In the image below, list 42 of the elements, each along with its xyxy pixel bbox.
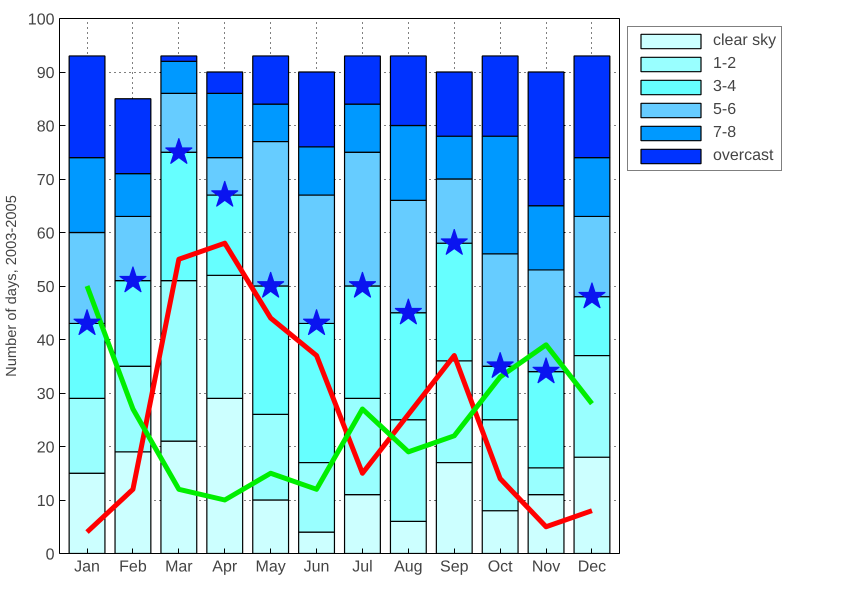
y-tick-label: 80 [36,118,55,136]
y-tick-label: 30 [36,386,55,403]
point [578,282,606,309]
point [119,266,147,292]
x-tick-label: Oct [488,558,514,576]
y-tick-label: 100 [28,12,55,28]
legend-label: 3-4 [713,78,736,96]
legend-label: 7-8 [713,124,736,142]
x-tick-label: Jun [304,558,330,576]
y-tick-label: 50 [36,279,55,296]
x-tick-label: Jul [352,558,373,576]
x-tick-label: Dec [578,558,606,576]
x-tick-label: Apr [212,558,238,576]
x-tick-label: May [256,558,286,576]
x-tick-label: Aug [394,558,423,576]
point [210,180,239,207]
y-tick-label: 10 [36,493,55,510]
point [532,357,560,384]
y-tick-label: 40 [36,332,55,350]
legend-label: 1-2 [713,55,736,73]
y-axis-title: Number of days, 2003-2005 [4,195,20,377]
legend-label: 5-6 [713,101,736,119]
x-tick-label: Mar [165,558,194,576]
y-tick-label: 0 [46,546,55,564]
x-tick-label: Feb [119,558,147,576]
legend-label: clear sky [713,32,776,50]
y-tick-label: 60 [36,226,55,242]
x-tick-label: Jan [74,558,100,576]
point [394,298,422,325]
x-tick-label: Nov [532,558,560,576]
point [348,272,376,298]
y-tick-label: 70 [36,172,55,189]
point [73,308,101,336]
point [165,138,193,164]
point [302,308,330,336]
point [256,272,284,298]
y-tick-label: 20 [36,440,55,456]
legend-label: overcast [713,147,774,165]
point [486,352,514,378]
x-tick-label: Sep [440,558,469,576]
y-tick-label: 90 [36,65,55,82]
point [440,228,468,256]
